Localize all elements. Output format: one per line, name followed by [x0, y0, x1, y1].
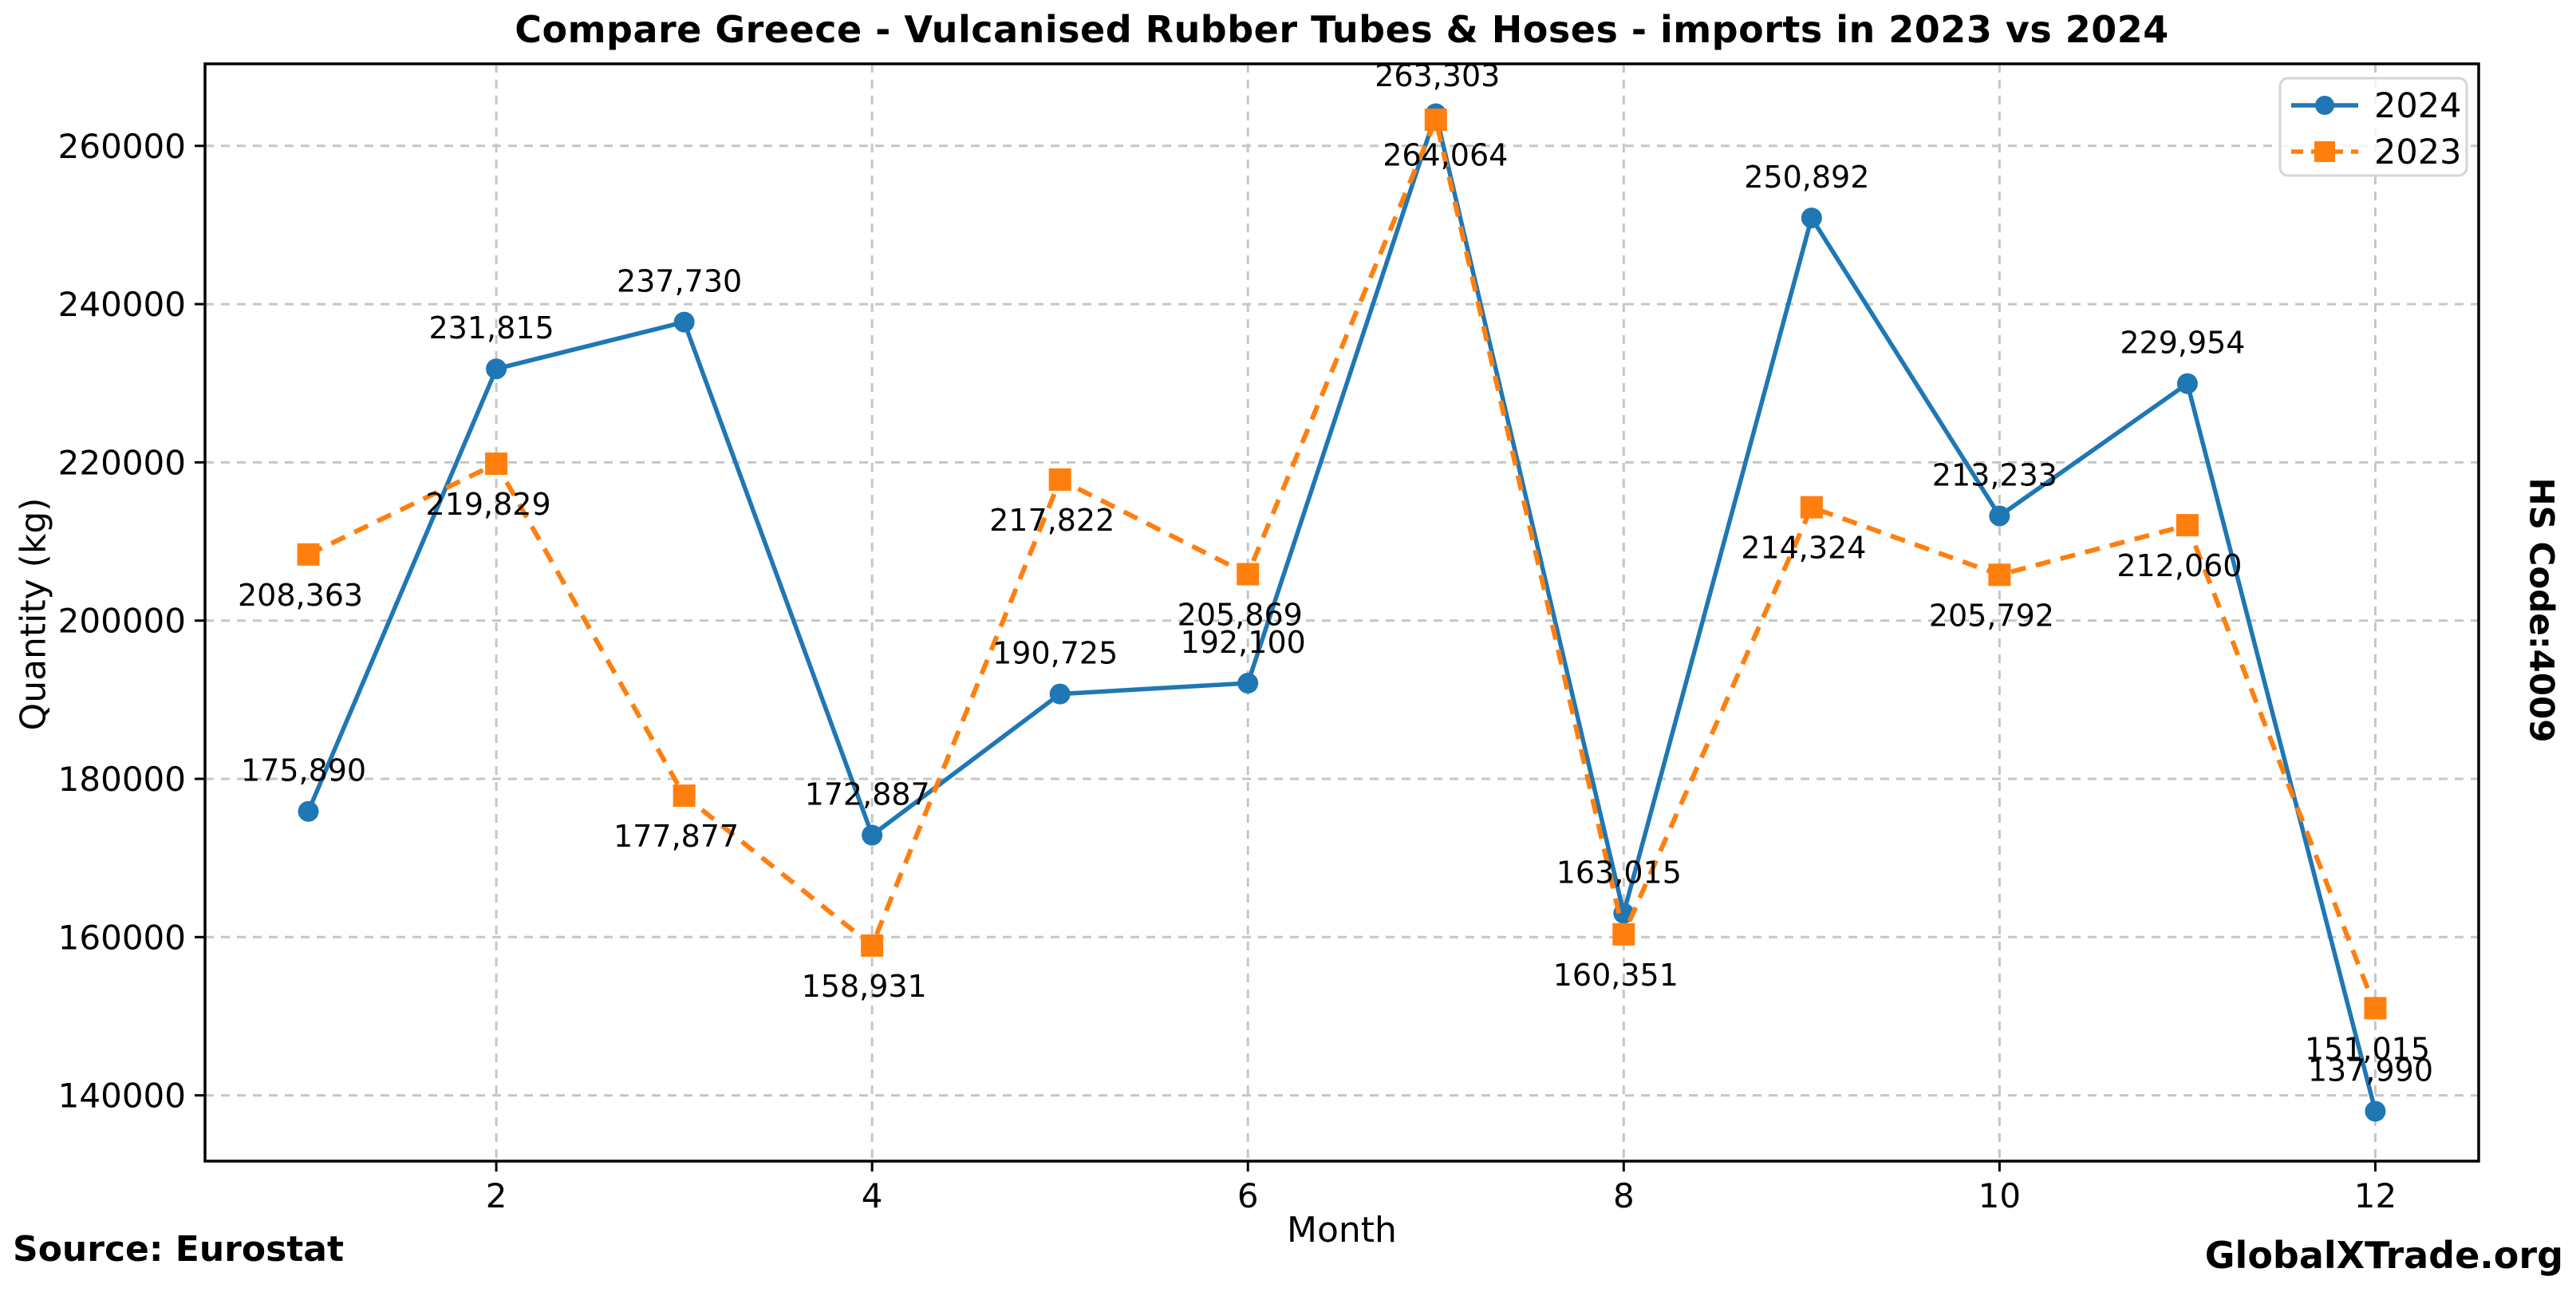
y-tick-label: 140000 — [58, 1077, 186, 1116]
x-tick-label: 4 — [862, 1176, 883, 1215]
data-point-2023 — [1237, 563, 1260, 586]
data-point-2024 — [2176, 373, 2198, 394]
data-label-2023: 208,363 — [238, 578, 363, 613]
x-tick-label: 12 — [2354, 1176, 2397, 1215]
data-label-2024: 264,064 — [1383, 138, 1508, 173]
data-label-2024: 172,887 — [805, 777, 930, 812]
data-label-2024: 229,954 — [2120, 326, 2245, 361]
y-tick-label: 200000 — [58, 602, 186, 641]
data-label-2024: 175,890 — [241, 753, 366, 788]
data-point-2023 — [2364, 997, 2387, 1020]
data-label-2024: 231,815 — [429, 310, 554, 346]
data-point-2024 — [1049, 683, 1071, 705]
data-label-2024: 137,990 — [2308, 1053, 2433, 1088]
data-label-2024: 163,015 — [1556, 855, 1682, 890]
y-tick-label: 240000 — [58, 285, 186, 324]
data-point-2024 — [1801, 207, 1822, 229]
data-point-2023 — [673, 784, 696, 808]
data-point-2023 — [297, 543, 320, 566]
data-point-2023 — [1048, 468, 1071, 491]
y-tick-label: 160000 — [58, 918, 186, 957]
x-axis-label: Month — [1287, 1210, 1397, 1251]
legend-label-2023: 2023 — [2374, 132, 2461, 172]
data-point-2023 — [1800, 496, 1823, 519]
hs-code-label: HS Code:4009 — [2522, 477, 2562, 743]
x-tick-label: 10 — [1978, 1176, 2021, 1215]
legend-label-2024: 2024 — [2374, 86, 2461, 126]
data-label-2024: 250,892 — [1744, 160, 1869, 195]
data-point-2023 — [1988, 563, 2011, 587]
data-label-2023: 214,324 — [1741, 531, 1866, 566]
brand-label: GlobalXTrade.org — [2204, 1234, 2563, 1277]
y-tick-label: 220000 — [58, 443, 186, 482]
data-label-2023: 151,015 — [2305, 1031, 2430, 1066]
data-label-2023: 205,869 — [1178, 597, 1303, 632]
data-point-2023 — [2176, 514, 2199, 537]
y-axis-label: Quantity (kg) — [13, 497, 54, 731]
legend-marker-2023 — [2314, 141, 2335, 162]
plot-frame — [203, 62, 2480, 1163]
data-label-2023: 219,829 — [426, 487, 551, 522]
data-point-2023 — [1612, 923, 1635, 946]
data-label-2023: 160,351 — [1553, 958, 1679, 993]
data-label-2023: 205,792 — [1929, 598, 2054, 633]
y-tick-label: 180000 — [58, 760, 186, 799]
data-point-2024 — [2365, 1100, 2386, 1122]
data-label-2024: 213,233 — [1932, 457, 2057, 492]
series-line-2024 — [306, 111, 2378, 1112]
data-label-2023: 217,822 — [989, 503, 1114, 538]
chart-title: Compare Greece - Vulcanised Rubber Tubes… — [515, 8, 2169, 51]
data-point-2024 — [298, 800, 319, 822]
series-line-2023 — [307, 117, 2378, 1010]
data-point-2023 — [1424, 109, 1447, 132]
x-tick-label: 6 — [1237, 1176, 1259, 1215]
data-point-2024 — [486, 358, 507, 380]
x-tick-label: 2 — [486, 1176, 507, 1215]
y-tick-label: 260000 — [58, 127, 186, 166]
data-point-2023 — [485, 452, 508, 476]
data-point-2024 — [673, 311, 695, 333]
data-point-2024 — [1989, 505, 2010, 527]
source-note: Source: Eurostat — [13, 1229, 345, 1270]
data-label-2023: 177,877 — [613, 819, 739, 854]
legend-marker-2024 — [2315, 96, 2334, 115]
data-label-2024: 190,725 — [992, 636, 1118, 671]
data-label-2023: 158,931 — [802, 969, 927, 1004]
data-label-2024: 192,100 — [1181, 625, 1306, 660]
data-label-2023: 212,060 — [2116, 548, 2242, 583]
data-label-2024: 237,730 — [617, 264, 742, 299]
data-point-2024 — [1237, 673, 1259, 694]
data-point-2023 — [861, 934, 884, 957]
data-point-2024 — [862, 824, 883, 846]
x-tick-label: 8 — [1613, 1176, 1635, 1215]
